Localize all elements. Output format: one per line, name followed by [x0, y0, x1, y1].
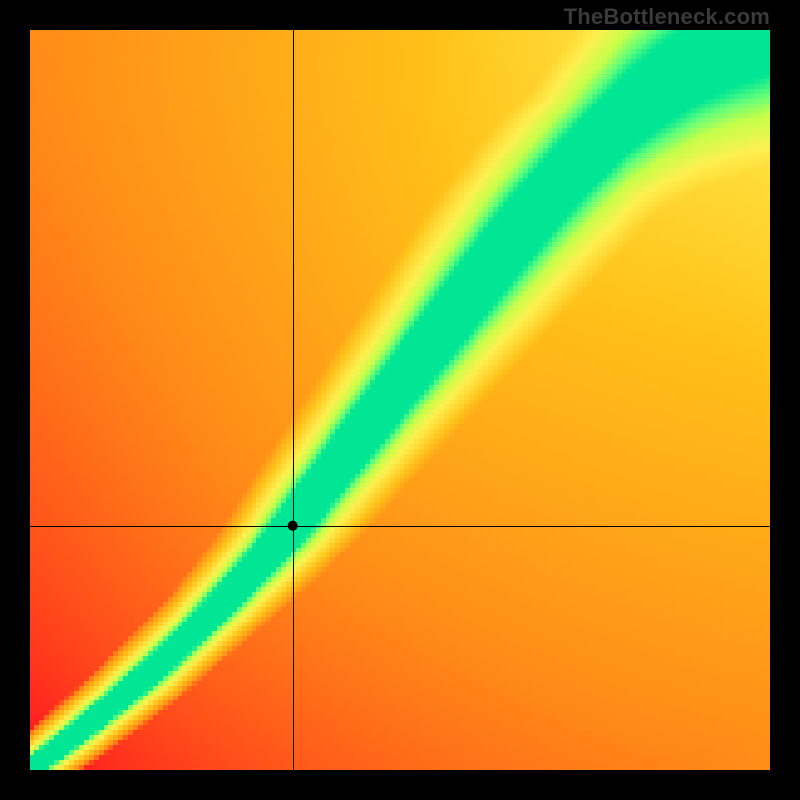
watermark-text: TheBottleneck.com [564, 4, 770, 30]
heatmap-plot [30, 30, 770, 770]
